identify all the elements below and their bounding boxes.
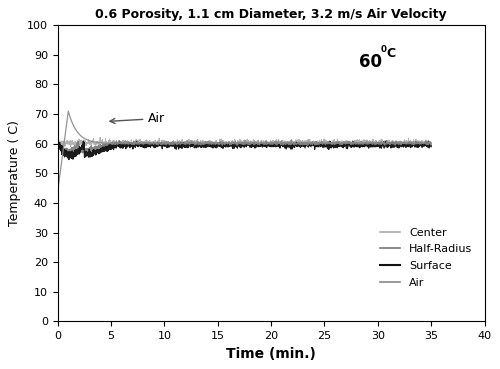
Text: 60: 60 — [358, 53, 382, 71]
Legend: Center, Half-Radius, Surface, Air: Center, Half-Radius, Surface, Air — [376, 223, 477, 292]
X-axis label: Time (min.): Time (min.) — [226, 346, 316, 361]
Text: $\mathregular{^0}$C: $\mathregular{^0}$C — [380, 45, 397, 62]
Text: Air: Air — [110, 112, 166, 125]
Y-axis label: Temperature ( C): Temperature ( C) — [8, 120, 22, 226]
Title: 0.6 Porosity, 1.1 cm Diameter, 3.2 m/s Air Velocity: 0.6 Porosity, 1.1 cm Diameter, 3.2 m/s A… — [96, 8, 447, 21]
